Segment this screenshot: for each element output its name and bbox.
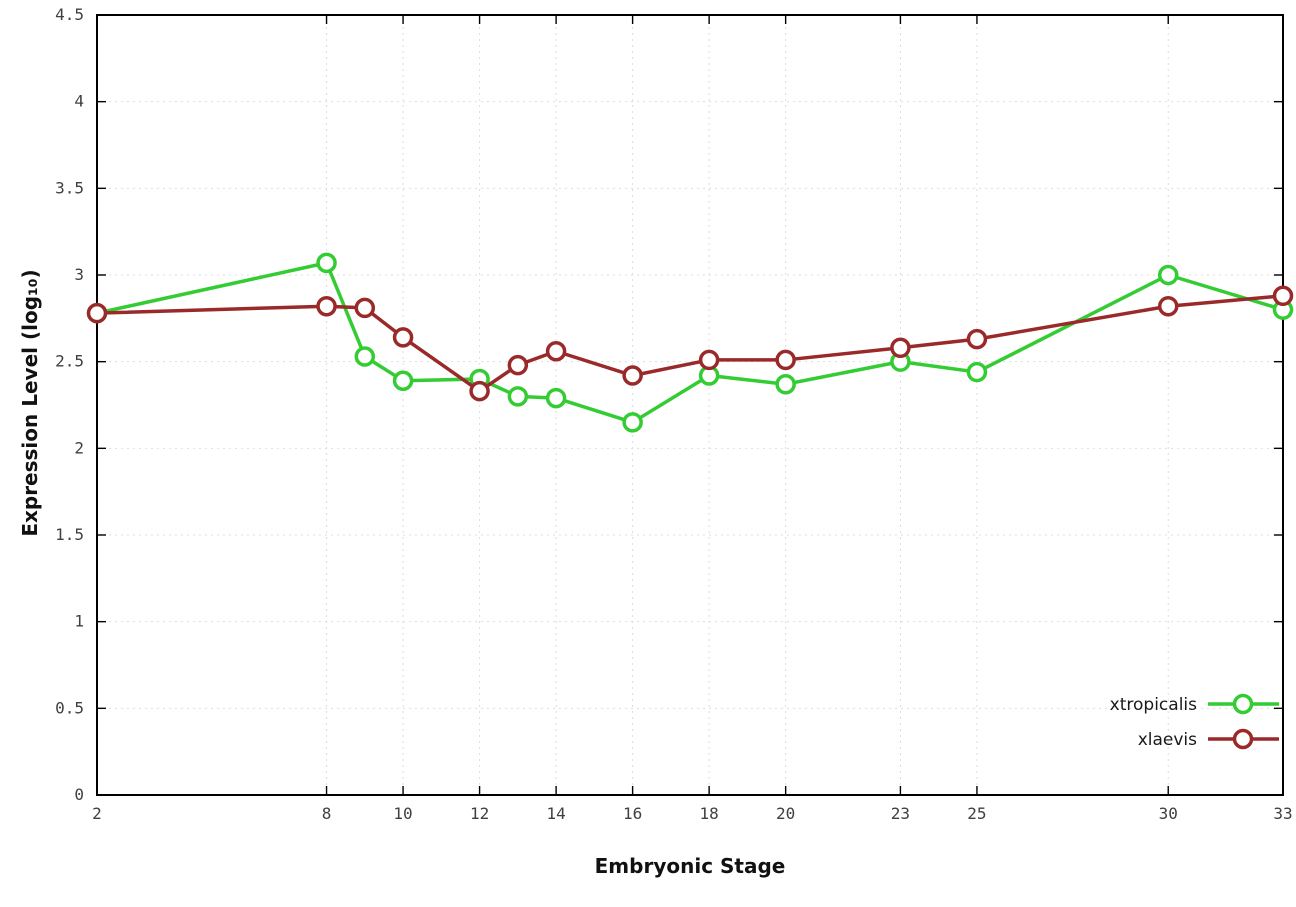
x-tick-label: 20 bbox=[776, 804, 795, 823]
legend-marker-sample bbox=[1232, 728, 1254, 750]
y-tick-label: 1.5 bbox=[55, 525, 84, 544]
legend-entry-xtropicalis: xtropicalis bbox=[1110, 693, 1279, 715]
x-tick-label: 14 bbox=[546, 804, 565, 823]
legend-label: xlaevis bbox=[1138, 730, 1197, 750]
data-point bbox=[507, 386, 529, 407]
data-point bbox=[354, 346, 376, 367]
y-tick-labels: 0 0.5 1 1.5 2 2.5 3 3.5 4 4.5 bbox=[55, 5, 84, 804]
x-axis-title: Embryonic Stage bbox=[594, 854, 786, 878]
y-tick-label: 2 bbox=[74, 438, 84, 457]
data-point bbox=[890, 337, 911, 359]
y-tick-label: 0 bbox=[74, 785, 84, 804]
y-tick-label: 2.5 bbox=[55, 352, 84, 371]
x-tick-label: 8 bbox=[322, 804, 332, 823]
series-line bbox=[95, 261, 1285, 425]
legend-marker-sample bbox=[1232, 693, 1254, 715]
y-tick-label: 3.5 bbox=[55, 178, 84, 197]
data-point bbox=[469, 380, 490, 402]
x-tick-label: 30 bbox=[1159, 804, 1178, 823]
data-point bbox=[1157, 295, 1179, 317]
grid-lines bbox=[96, 14, 1284, 796]
data-point bbox=[507, 354, 529, 376]
data-point bbox=[966, 328, 988, 350]
data-point bbox=[1157, 264, 1179, 286]
tick-marks bbox=[96, 14, 1284, 796]
x-tick-label: 10 bbox=[393, 804, 412, 823]
y-tick-label: 0.5 bbox=[55, 698, 84, 717]
data-point bbox=[545, 341, 567, 362]
data-point bbox=[316, 252, 337, 274]
data-point bbox=[775, 349, 796, 371]
data-point bbox=[316, 295, 337, 317]
x-tick-label: 16 bbox=[623, 804, 642, 823]
data-point bbox=[354, 297, 376, 319]
data-point bbox=[392, 370, 414, 391]
series-line bbox=[95, 294, 1285, 393]
data-point bbox=[966, 361, 988, 383]
series-xlaevis bbox=[86, 285, 1294, 402]
x-tick-labels: 2 8 10 12 14 16 18 20 23 25 30 33 bbox=[92, 804, 1292, 823]
data-point bbox=[698, 349, 720, 371]
series-xtropicalis bbox=[86, 252, 1294, 433]
y-axis-title: Expression Level (log₁₀) bbox=[18, 269, 42, 537]
data-point bbox=[622, 412, 643, 433]
x-tick-label: 25 bbox=[967, 804, 986, 823]
y-tick-label: 4 bbox=[74, 92, 84, 111]
data-point bbox=[545, 387, 567, 409]
y-tick-label: 4.5 bbox=[55, 5, 84, 24]
data-point bbox=[622, 365, 643, 386]
x-tick-label: 12 bbox=[470, 804, 489, 823]
x-tick-label: 18 bbox=[699, 804, 718, 823]
plot-border bbox=[96, 14, 1284, 796]
y-tick-label: 1 bbox=[74, 612, 84, 631]
y-tick-label: 3 bbox=[74, 265, 84, 284]
legend: xtropicalis xlaevis bbox=[1110, 693, 1279, 750]
x-tick-label: 2 bbox=[92, 804, 102, 823]
data-point bbox=[86, 302, 108, 324]
data-point bbox=[392, 327, 414, 348]
data-point bbox=[1272, 285, 1294, 307]
x-tick-label: 33 bbox=[1273, 804, 1292, 823]
x-tick-label: 23 bbox=[891, 804, 910, 823]
data-point bbox=[775, 373, 796, 395]
legend-entry-xlaevis: xlaevis bbox=[1138, 728, 1279, 750]
legend-label: xtropicalis bbox=[1110, 695, 1197, 715]
